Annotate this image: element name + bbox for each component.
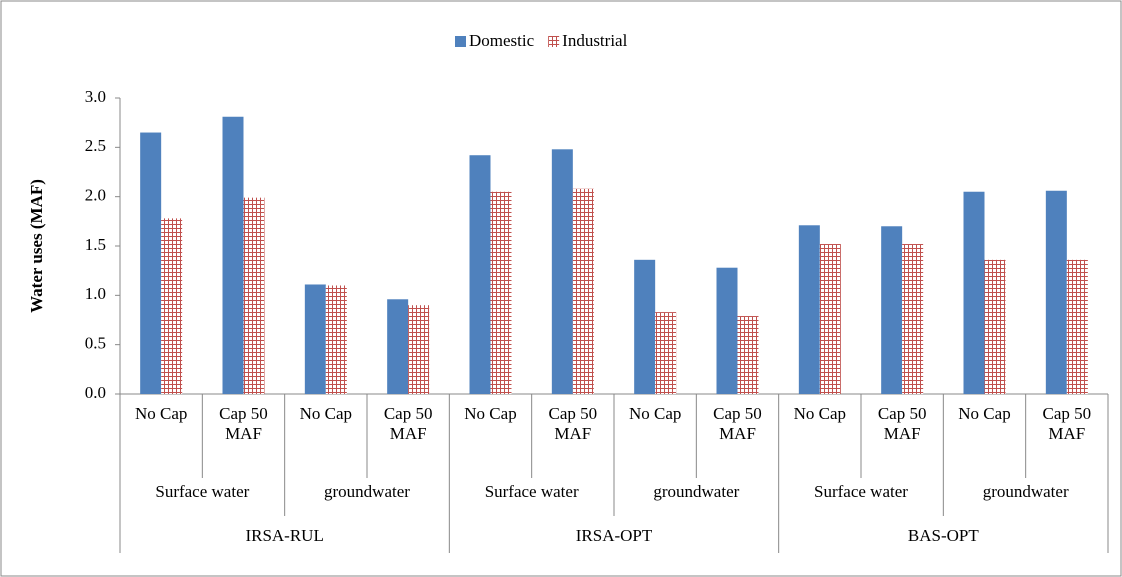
y-tick-label: 0.0 [85,383,106,402]
legend-label: Industrial [562,31,627,50]
category-label: No Cap [464,404,517,423]
subgroup-label: groundwater [653,482,740,501]
y-tick-label: 1.0 [85,284,106,303]
category-label: Cap 50 MAF [383,404,433,443]
group-label: IRSA-RUL [245,526,324,545]
subgroup-label: groundwater [324,482,410,501]
legend-swatch [455,36,466,47]
subgroup-label: Surface water [484,482,579,501]
category-label: Cap 50 MAF [1042,404,1092,443]
bar [1066,259,1088,394]
bar [387,299,409,394]
category-label: Cap 50 MAF [219,404,268,443]
bar [881,226,903,394]
bar [902,244,924,394]
category-label: No Cap [299,404,353,423]
legend-swatch [548,36,560,47]
bar [243,197,265,394]
category-label: No Cap [628,404,682,423]
bar [655,312,677,394]
y-tick-label: 2.0 [85,186,106,205]
category-label: Cap 50 MAF [548,404,598,443]
y-axis-title: Water uses (MAF) [27,179,46,313]
bar [161,218,183,394]
subgroup-label: Surface water [155,482,250,501]
bar [1045,190,1067,394]
bar [551,149,573,394]
bar [222,116,244,394]
bar [716,267,738,394]
category-label: Cap 50 MAF [713,404,762,443]
category-label: No Cap [958,404,1011,423]
y-tick-label: 3.0 [85,87,106,106]
bar [469,155,491,394]
bar [572,188,594,394]
bar [819,244,841,394]
y-tick-label: 0.5 [85,334,106,353]
y-tick-label: 1.5 [85,235,106,254]
bar [408,305,430,394]
subgroup-label: Surface water [814,482,908,501]
bar [490,191,512,394]
group-label: BAS-OPT [907,526,979,545]
group-label: IRSA-OPT [575,526,653,545]
subgroup-label: groundwater [982,482,1069,501]
bar [798,225,820,394]
bar [304,284,326,394]
bar [634,259,656,394]
category-label: No Cap [793,404,847,423]
category-label: No Cap [134,404,188,423]
bar [737,316,759,394]
legend-label: Domestic [469,31,535,50]
bar [325,285,347,394]
bar [963,191,985,394]
bar [140,132,162,395]
category-label: Cap 50 MAF [877,404,927,443]
y-tick-label: 2.5 [85,136,106,155]
bar [984,259,1006,394]
